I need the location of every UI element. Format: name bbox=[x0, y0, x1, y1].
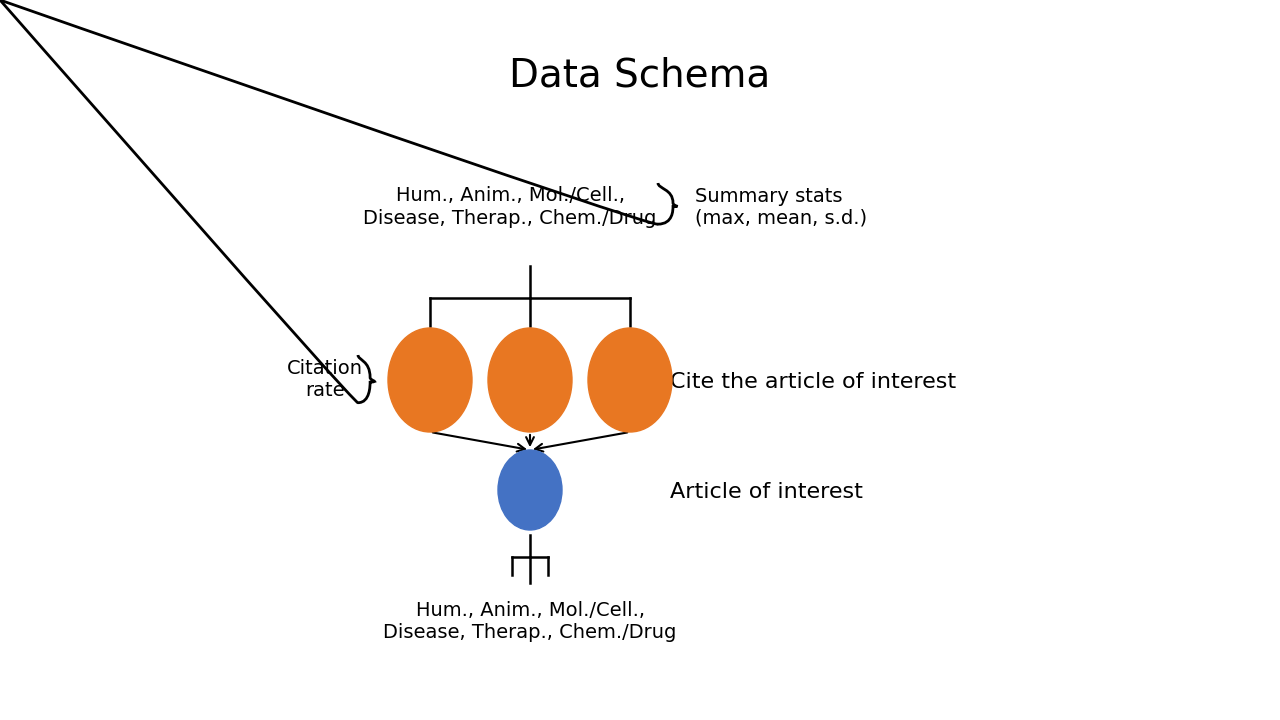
Ellipse shape bbox=[498, 450, 562, 530]
Text: Data Schema: Data Schema bbox=[509, 56, 771, 94]
Text: rate: rate bbox=[305, 380, 344, 400]
Text: Disease, Therap., Chem./Drug: Disease, Therap., Chem./Drug bbox=[383, 624, 677, 642]
Text: Cite the article of interest: Cite the article of interest bbox=[669, 372, 956, 392]
Ellipse shape bbox=[388, 328, 472, 432]
Text: Disease, Therap., Chem./Drug: Disease, Therap., Chem./Drug bbox=[364, 209, 657, 228]
Ellipse shape bbox=[488, 328, 572, 432]
Text: Summary stats: Summary stats bbox=[695, 186, 842, 205]
Text: Hum., Anim., Mol./Cell.,: Hum., Anim., Mol./Cell., bbox=[416, 600, 645, 619]
Text: Citation: Citation bbox=[287, 359, 364, 377]
Text: Article of interest: Article of interest bbox=[669, 482, 863, 502]
Text: (max, mean, s.d.): (max, mean, s.d.) bbox=[695, 209, 867, 228]
Ellipse shape bbox=[588, 328, 672, 432]
Text: Hum., Anim., Mol./Cell.,: Hum., Anim., Mol./Cell., bbox=[396, 186, 625, 204]
